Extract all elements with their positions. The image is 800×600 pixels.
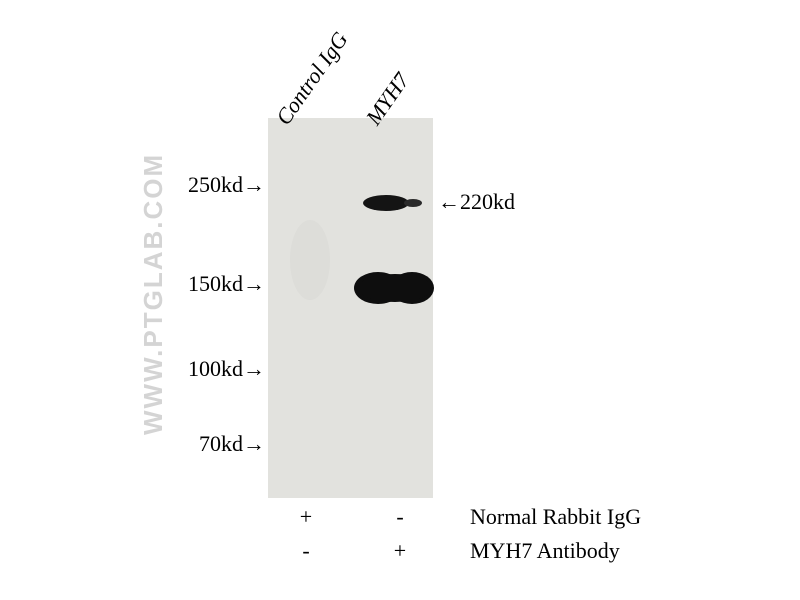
arrow-right-icon: → xyxy=(243,356,265,382)
cond-label-text: MYH7 Antibody xyxy=(470,538,620,563)
marker-100kd: 100kd→ xyxy=(155,356,265,382)
target-band-text: 220kd xyxy=(460,189,515,214)
lane-label-text: Control IgG xyxy=(271,27,353,129)
cond-symbol-text: - xyxy=(302,538,309,563)
cond-r2-lane1: - xyxy=(286,538,326,564)
cond-symbol-text: + xyxy=(394,538,406,563)
marker-text: 100kd xyxy=(188,356,243,381)
arrow-left-icon: ← xyxy=(438,189,460,214)
marker-text: 250kd xyxy=(188,172,243,197)
cond-r2-lane2: + xyxy=(380,538,420,564)
cond-r2-label: MYH7 Antibody xyxy=(470,538,620,564)
cond-r1-lane2: - xyxy=(380,504,420,530)
marker-150kd: 150kd→ xyxy=(155,271,265,297)
marker-70kd: 70kd→ xyxy=(167,431,265,457)
target-band-label: ←220kd xyxy=(438,189,515,215)
cond-r1-label: Normal Rabbit IgG xyxy=(470,504,641,530)
marker-text: 150kd xyxy=(188,271,243,296)
cond-symbol-text: + xyxy=(300,504,312,529)
lane-label-control-igg: Control IgG xyxy=(271,27,354,130)
cond-r1-lane1: + xyxy=(286,504,326,530)
cond-label-text: Normal Rabbit IgG xyxy=(470,504,641,529)
arrow-right-icon: → xyxy=(243,172,265,198)
arrow-right-icon: → xyxy=(243,271,265,297)
marker-text: 70kd xyxy=(199,431,243,456)
arrow-right-icon: → xyxy=(243,431,265,457)
marker-250kd: 250kd→ xyxy=(155,172,265,198)
cond-symbol-text: - xyxy=(396,504,403,529)
blot-membrane xyxy=(268,118,433,498)
